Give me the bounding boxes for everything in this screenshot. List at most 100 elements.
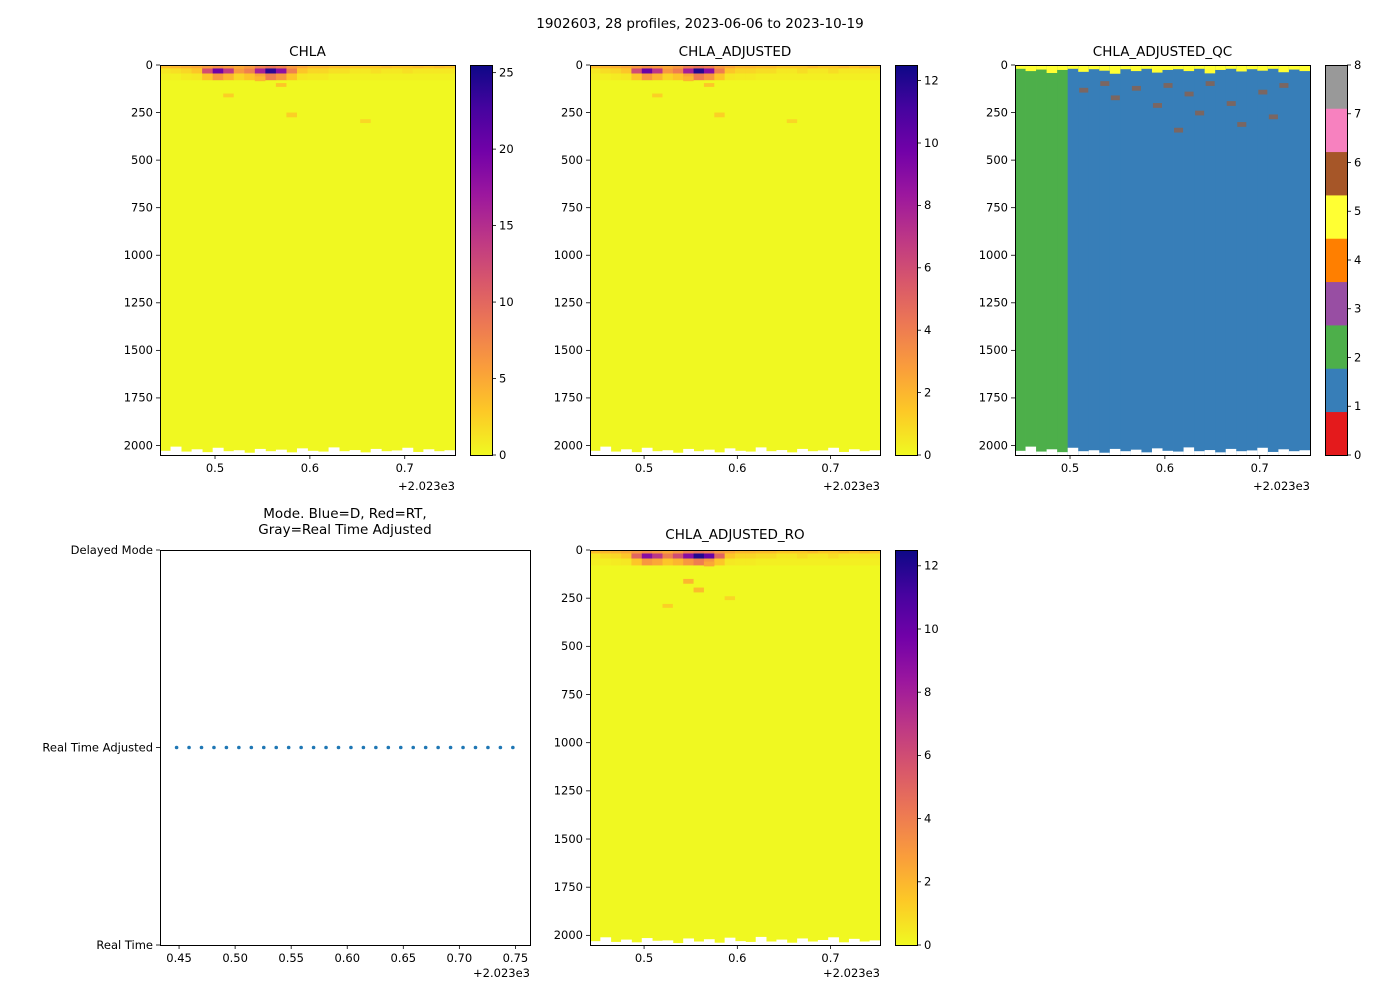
chla_adjusted_ro-colorbar [895, 550, 917, 945]
x-tick-label: 0.45 [166, 951, 192, 965]
colorbar-tick-label: 4 [924, 323, 931, 337]
chla_adjusted-axes-frame [590, 65, 881, 456]
y-tick-label: 1000 [554, 735, 583, 749]
x-tick-label: 0.65 [390, 951, 416, 965]
colorbar-tick-label: 8 [1354, 58, 1361, 72]
y-tick-label: 1750 [554, 391, 583, 405]
y-tick-label: 0 [576, 543, 583, 557]
mode-dot [486, 745, 490, 750]
colorbar-tick-label: 0 [499, 448, 506, 462]
subplot-title-chla-adjusted: CHLA_ADJUSTED [678, 44, 792, 60]
colorbar-tick-label: 6 [924, 748, 931, 762]
y-tick-label: 1000 [124, 248, 153, 262]
x-axis-offset-mode: +2.023e3 [473, 966, 530, 980]
mode-dot [249, 745, 254, 750]
x-axis-offset-chla-adjusted: +2.023e3 [823, 479, 880, 493]
mode-dot [423, 745, 428, 750]
chla_adjusted_qc-colorbar-frame [1325, 65, 1348, 456]
x-tick-label: 0.60 [334, 951, 360, 965]
chla-colorbar [470, 65, 492, 455]
x-tick-label: 0.6 [728, 461, 746, 475]
colorbar-tick-label: 8 [924, 685, 931, 699]
colorbar-tick-label: 6 [1354, 155, 1361, 169]
colorbar-tick-label: 10 [499, 295, 514, 309]
colorbar-tick-label: 0 [924, 938, 931, 952]
mode-category-label: Delayed Mode [71, 543, 153, 557]
y-tick-label: 750 [561, 200, 583, 214]
colorbar-tick-label: 12 [924, 73, 939, 87]
x-tick-label: 0.7 [821, 951, 839, 965]
chla_adjusted_ro-heatmap [590, 550, 881, 945]
y-tick-label: 1000 [979, 248, 1008, 262]
mode-dot [311, 745, 316, 750]
mode-axes-frame [160, 550, 531, 946]
y-tick-label: 750 [986, 200, 1008, 214]
x-axis-offset-chla-adjusted-qc: +2.023e3 [1253, 479, 1310, 493]
colorbar-tick-label: 10 [924, 136, 939, 150]
chla-axes-frame [160, 65, 456, 456]
y-tick-label: 250 [986, 105, 1008, 119]
colorbar-tick-label: 15 [499, 218, 514, 232]
y-tick-label: 1500 [979, 343, 1008, 357]
mode-dot [174, 745, 179, 750]
y-tick-label: 1750 [124, 391, 153, 405]
mode-category-label: Real Time [96, 938, 153, 952]
colorbar-tick-label: 5 [1354, 204, 1361, 218]
colorbar-tick-label: 1 [1354, 399, 1361, 413]
mode-dot [448, 745, 453, 750]
chla-colorbar-frame [470, 65, 493, 456]
mode-dot [386, 745, 391, 750]
mode-dot [473, 745, 478, 750]
x-tick-label: 0.7 [1251, 461, 1269, 475]
chla_adjusted_qc-heatmap [1015, 65, 1311, 455]
y-tick-label: 2000 [979, 438, 1008, 452]
y-tick-label: 1750 [554, 880, 583, 894]
y-tick-label: 1500 [124, 343, 153, 357]
mode-dot [274, 745, 279, 750]
y-tick-label: 250 [561, 105, 583, 119]
subplot-title-chla: CHLA [289, 44, 326, 60]
x-tick-label: 0.5 [1061, 461, 1079, 475]
x-tick-label: 0.6 [1156, 461, 1174, 475]
colorbar-tick-label: 25 [499, 65, 514, 79]
mode-dot [286, 745, 291, 750]
colorbar-tick-label: 12 [924, 559, 939, 573]
mode-dot [511, 745, 515, 750]
colorbar-tick-label: 4 [924, 811, 931, 825]
mode-dot [199, 745, 204, 750]
y-tick-label: 1250 [554, 296, 583, 310]
mode-title-line-1: Mode. Blue=D, Red=RT, [263, 506, 427, 522]
mode-dot [224, 745, 229, 750]
mode-dot [237, 745, 241, 750]
chla_adjusted_qc-colorbar [1325, 65, 1347, 456]
y-tick-label: 0 [576, 58, 583, 72]
chla_adjusted_ro-axes-frame [590, 550, 881, 946]
colorbar-tick-label: 8 [924, 198, 931, 212]
chla_adjusted_ro-colorbar-frame [895, 550, 918, 946]
colorbar-tick-label: 5 [499, 371, 506, 385]
x-tick-label: 0.6 [301, 461, 319, 475]
colorbar-tick-label: 20 [499, 142, 514, 156]
x-tick-label: 0.6 [728, 951, 746, 965]
y-tick-label: 2000 [124, 438, 153, 452]
mode-dot [361, 745, 366, 750]
figure-title: 1902603, 28 profiles, 2023-06-06 to 2023… [536, 16, 864, 32]
mode-dot [187, 745, 191, 750]
mode-dot [299, 745, 303, 750]
x-axis-offset-chla: +2.023e3 [398, 479, 455, 493]
mode-category-label: Real Time Adjusted [42, 740, 153, 754]
y-tick-label: 0 [146, 58, 153, 72]
colorbar-tick-label: 4 [1354, 253, 1361, 267]
y-tick-label: 1750 [979, 391, 1008, 405]
y-tick-label: 500 [131, 153, 153, 167]
x-axis-offset-chla-adjusted-ro: +2.023e3 [823, 966, 880, 980]
x-tick-label: 0.7 [396, 461, 414, 475]
chla_adjusted-colorbar [895, 65, 917, 455]
mode-dot [212, 745, 216, 750]
mode-dot [461, 745, 465, 750]
mode-dot [498, 745, 503, 750]
subplot-title-chla-adjusted-ro: CHLA_ADJUSTED_RO [665, 527, 805, 543]
y-tick-label: 250 [561, 591, 583, 605]
